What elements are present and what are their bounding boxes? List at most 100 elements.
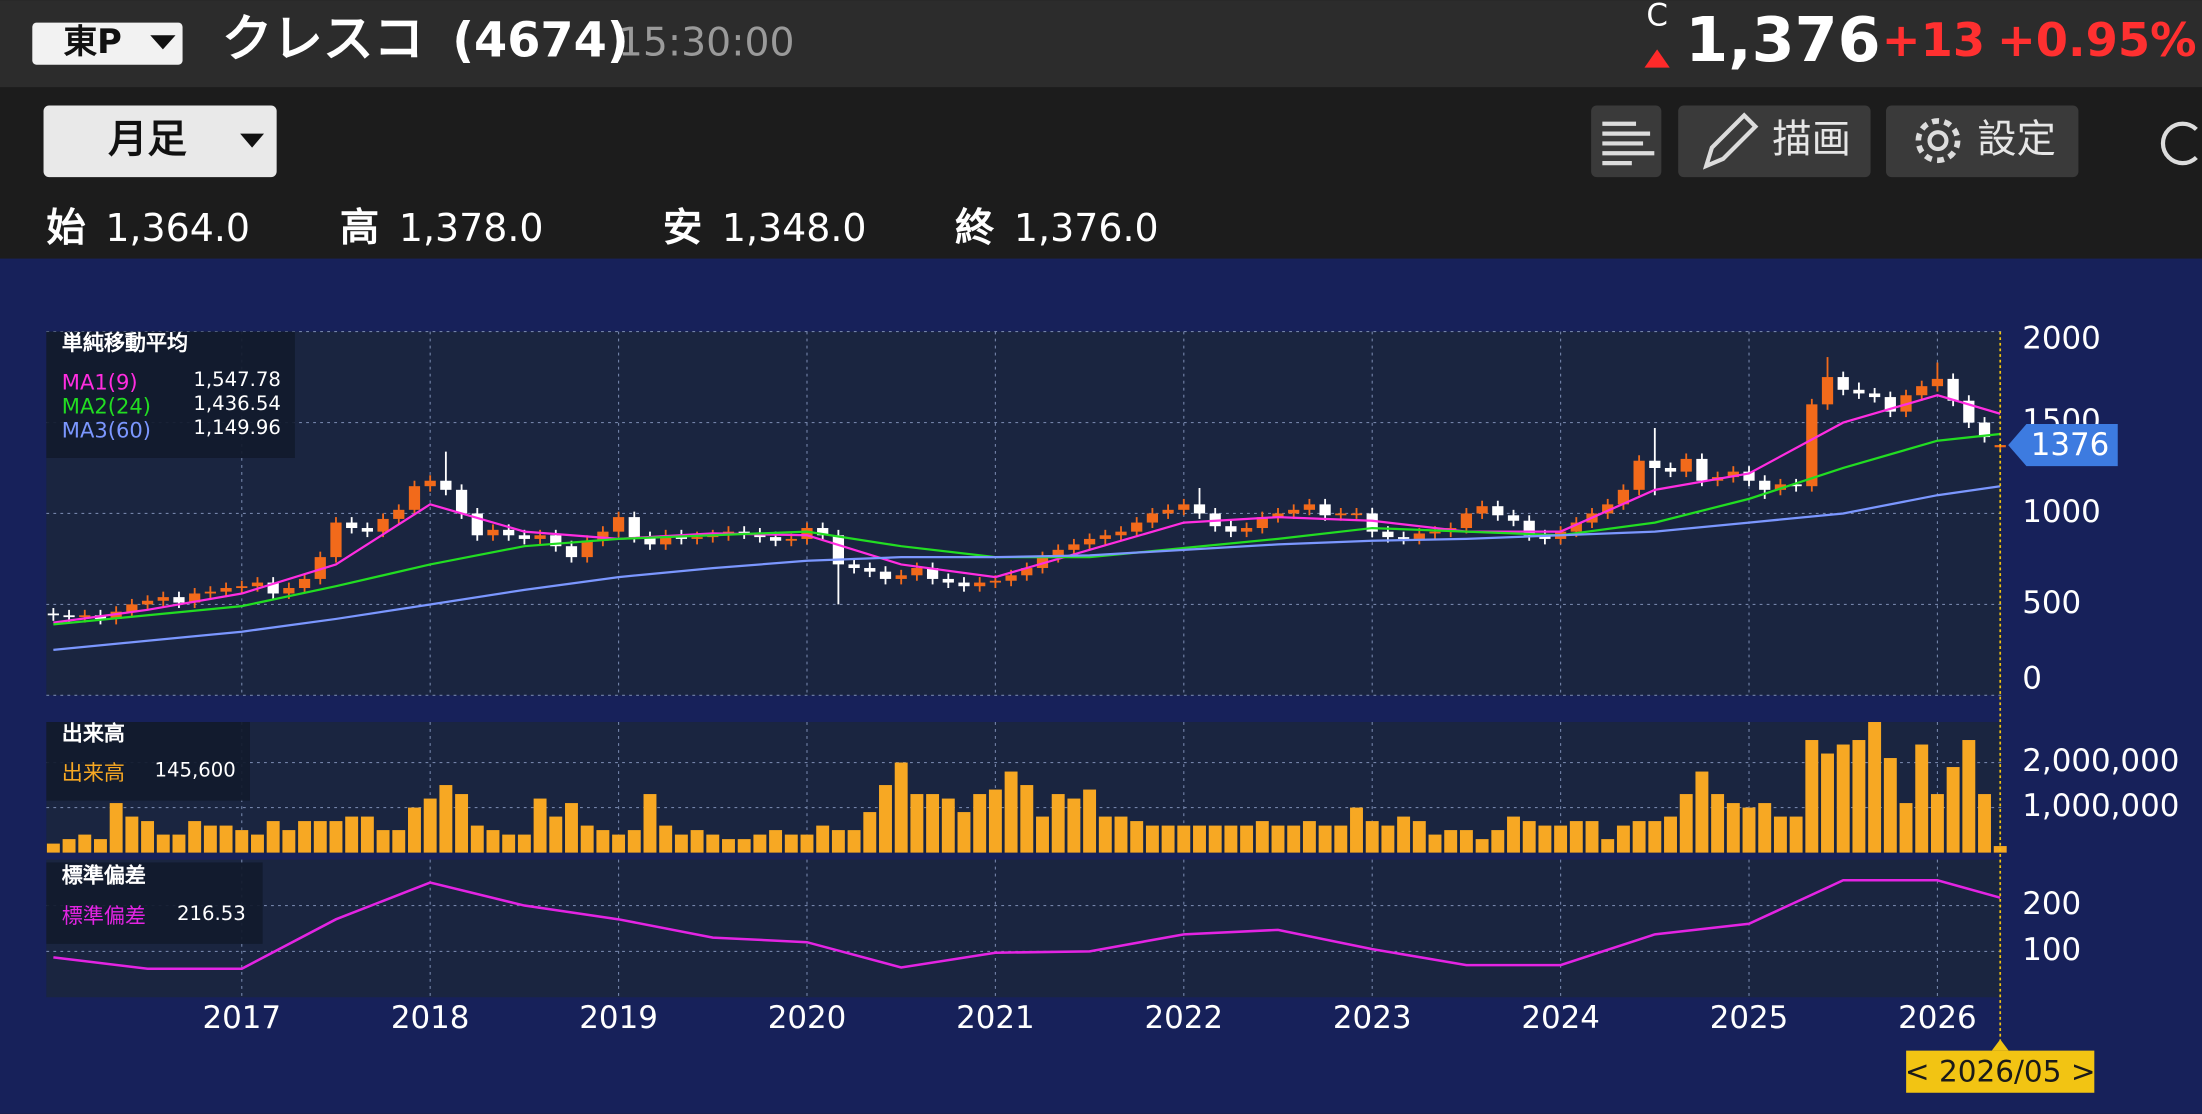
volume-bar bbox=[706, 834, 720, 853]
candle-body bbox=[393, 509, 405, 519]
volume-bar bbox=[1522, 821, 1536, 853]
volume-bar bbox=[1428, 834, 1442, 853]
market-select[interactable]: 東P bbox=[32, 22, 183, 65]
candle-body bbox=[1492, 506, 1504, 516]
candle-body bbox=[346, 522, 358, 529]
x-tick-label: 2017 bbox=[202, 1000, 281, 1036]
x-tick-label: 2023 bbox=[1333, 1000, 1412, 1036]
legend-name: MA3(60) bbox=[62, 417, 151, 442]
candle-body bbox=[942, 578, 954, 583]
settings-button[interactable]: 設定 bbox=[1886, 105, 2079, 178]
stddev-line bbox=[53, 879, 2001, 971]
candle-body bbox=[173, 597, 185, 603]
volume-bar bbox=[1240, 825, 1254, 853]
candle-body bbox=[110, 611, 122, 619]
candle-body bbox=[1570, 522, 1582, 532]
x-tick-label: 2019 bbox=[579, 1000, 658, 1036]
legend-title: 標準偏差 bbox=[62, 862, 146, 887]
ma-line bbox=[53, 394, 2001, 624]
volume-bar bbox=[769, 830, 783, 853]
volume-bar bbox=[722, 839, 735, 853]
volume-bar bbox=[298, 821, 312, 853]
period[interactable]: 月足 bbox=[108, 118, 187, 163]
refresh-icon[interactable] bbox=[2160, 121, 2198, 166]
candle-body bbox=[1162, 509, 1174, 514]
indicator-button[interactable] bbox=[1591, 105, 1662, 178]
candle-body bbox=[503, 529, 515, 536]
candle-body bbox=[1853, 389, 1865, 394]
volume-bar bbox=[1350, 807, 1363, 853]
period-box[interactable] bbox=[43, 105, 277, 178]
candle-body bbox=[1539, 535, 1551, 539]
legend-box bbox=[46, 722, 250, 801]
volume-bar bbox=[1978, 794, 1991, 853]
ohlc-label: 終 bbox=[955, 206, 995, 251]
stock-name: クレスコ bbox=[222, 9, 424, 68]
volume-bar bbox=[1412, 821, 1426, 853]
y-tick-label: 100 bbox=[2022, 932, 2081, 968]
volume-bar bbox=[408, 807, 421, 853]
button-bg[interactable] bbox=[1678, 105, 1871, 178]
legend-name: 出来高 bbox=[62, 760, 125, 785]
volume-bar bbox=[502, 834, 516, 853]
candle-body bbox=[895, 575, 907, 579]
button-label[interactable]: 設定 bbox=[1977, 118, 2056, 163]
volume-bar bbox=[643, 794, 657, 853]
candle-body bbox=[832, 535, 845, 565]
volume-bar bbox=[1899, 803, 1913, 853]
y-tick-label: 1,000,000 bbox=[2022, 788, 2179, 824]
volume-bar bbox=[125, 816, 139, 853]
draw-button[interactable]: 描画 bbox=[1678, 105, 1871, 178]
candle-body bbox=[1602, 504, 1614, 514]
market-box[interactable] bbox=[32, 22, 183, 65]
cursor-label: < 2026/05 > bbox=[1905, 1055, 2096, 1089]
volume-bar bbox=[1318, 825, 1332, 853]
button-label[interactable]: 描画 bbox=[1772, 118, 1851, 163]
candle-body bbox=[989, 580, 1002, 583]
dropdown-arrow bbox=[150, 35, 176, 50]
candle-body bbox=[298, 578, 311, 589]
candle-body bbox=[220, 588, 232, 592]
volume-bar bbox=[1648, 821, 1662, 853]
volume-bar bbox=[1711, 794, 1725, 853]
price-tag bbox=[2008, 424, 2118, 467]
volume-bar bbox=[266, 821, 280, 853]
button-bg[interactable] bbox=[1591, 105, 1662, 178]
volume-bar bbox=[1491, 830, 1505, 853]
candle-body bbox=[1916, 386, 1928, 396]
volume-bar bbox=[580, 825, 594, 853]
volume-bar bbox=[486, 830, 500, 853]
volume-bar bbox=[1805, 740, 1819, 853]
candle-body bbox=[487, 529, 499, 536]
legend-name: MA1(9) bbox=[62, 370, 138, 395]
volume-bar bbox=[596, 830, 610, 853]
stock-code: (4674) bbox=[452, 14, 628, 69]
volume-bar bbox=[1208, 825, 1222, 853]
volume-bar bbox=[879, 785, 892, 853]
volume-bar bbox=[1004, 771, 1018, 853]
candle-body bbox=[377, 518, 389, 532]
candle-body bbox=[1256, 517, 1268, 529]
y-tick-label: 500 bbox=[2022, 585, 2081, 621]
volume-bar bbox=[1224, 825, 1238, 853]
market[interactable]: 東P bbox=[63, 22, 121, 61]
y-tick-label: 1000 bbox=[2022, 494, 2101, 530]
volume-bar bbox=[737, 839, 751, 853]
volume-bar bbox=[517, 834, 531, 853]
candle-body bbox=[1225, 526, 1237, 532]
volume-bar bbox=[360, 816, 374, 853]
candle-body bbox=[926, 568, 939, 579]
volume-bar bbox=[1915, 744, 1929, 853]
price: 1,376 bbox=[1685, 4, 1880, 76]
volume-bar bbox=[109, 803, 123, 853]
candle-body bbox=[1790, 484, 1802, 487]
candle-body bbox=[1350, 513, 1363, 516]
volume-bar bbox=[800, 834, 814, 853]
candle-body bbox=[1052, 549, 1064, 558]
period-select[interactable]: 月足 bbox=[43, 105, 277, 178]
candle-body bbox=[1947, 378, 1959, 401]
y-tick-label: 0 bbox=[2022, 660, 2042, 696]
candle-body bbox=[408, 486, 421, 510]
candle-body bbox=[1759, 480, 1771, 490]
